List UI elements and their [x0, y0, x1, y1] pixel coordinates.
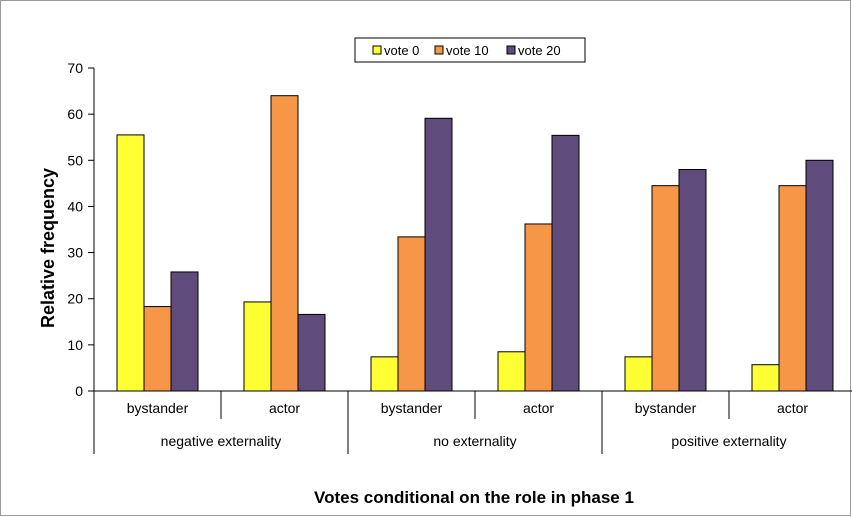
legend: vote 0 vote 10 vote 20: [354, 37, 586, 63]
x-category-label: bystander: [381, 400, 443, 416]
bar-vote-0-1: [243, 301, 272, 392]
y-axis-label: Relative frequency: [38, 168, 58, 328]
y-tick-label: 30: [67, 245, 83, 261]
x-axis-label: Votes conditional on the role in phase 1: [314, 488, 634, 507]
y-tick-label: 20: [67, 291, 83, 307]
axes-layer: 0 10 20 30 40 50 60 70 bystander actor bystander ac…: [67, 60, 852, 454]
bar-vote-20-5: [805, 159, 834, 392]
legend-label: vote 10: [446, 43, 489, 58]
legend-label: vote 20: [518, 43, 561, 58]
x-category-label: bystander: [127, 400, 189, 416]
x-group-label: no externality: [433, 433, 516, 449]
x-category-label: actor: [269, 400, 300, 416]
bar-vote-10-1: [270, 95, 299, 392]
bar-vote-20-1: [297, 313, 326, 392]
x-category-label: actor: [777, 400, 808, 416]
y-tick-label: 40: [67, 198, 83, 214]
y-tick-label: 50: [67, 152, 83, 168]
bar-vote-10-2: [397, 236, 426, 392]
bar-vote-10-0: [143, 306, 172, 392]
bar-vote-0-2: [370, 356, 399, 392]
legend-swatch-vote-20: [506, 45, 516, 55]
bar-vote-0-5: [751, 364, 780, 392]
bar-vote-0-4: [624, 356, 653, 392]
x-category-label: actor: [523, 400, 554, 416]
legend-label: vote 0: [384, 43, 419, 58]
y-tick-label: 10: [67, 337, 83, 353]
bar-vote-20-2: [424, 117, 453, 392]
bar-vote-20-4: [678, 169, 707, 392]
y-tick-label: 0: [75, 383, 83, 399]
bar-vote-10-5: [778, 185, 807, 392]
bar-vote-10-4: [651, 185, 680, 392]
bar-vote-0-0: [116, 134, 145, 392]
y-tick-label: 70: [67, 60, 83, 76]
y-tick-label: 60: [67, 106, 83, 122]
legend-box: [354, 37, 586, 63]
bar-vote-20-0: [170, 271, 199, 392]
bar-vote-20-3: [551, 134, 580, 392]
bar-vote-10-3: [524, 223, 553, 392]
legend-swatch-vote-0: [372, 45, 382, 55]
x-category-label: bystander: [635, 400, 697, 416]
legend-swatch-vote-10: [434, 45, 444, 55]
bar-vote-0-3: [497, 351, 526, 392]
x-group-label: negative externality: [161, 433, 282, 449]
bars-layer: [116, 95, 834, 392]
x-group-label: positive externality: [671, 433, 786, 449]
